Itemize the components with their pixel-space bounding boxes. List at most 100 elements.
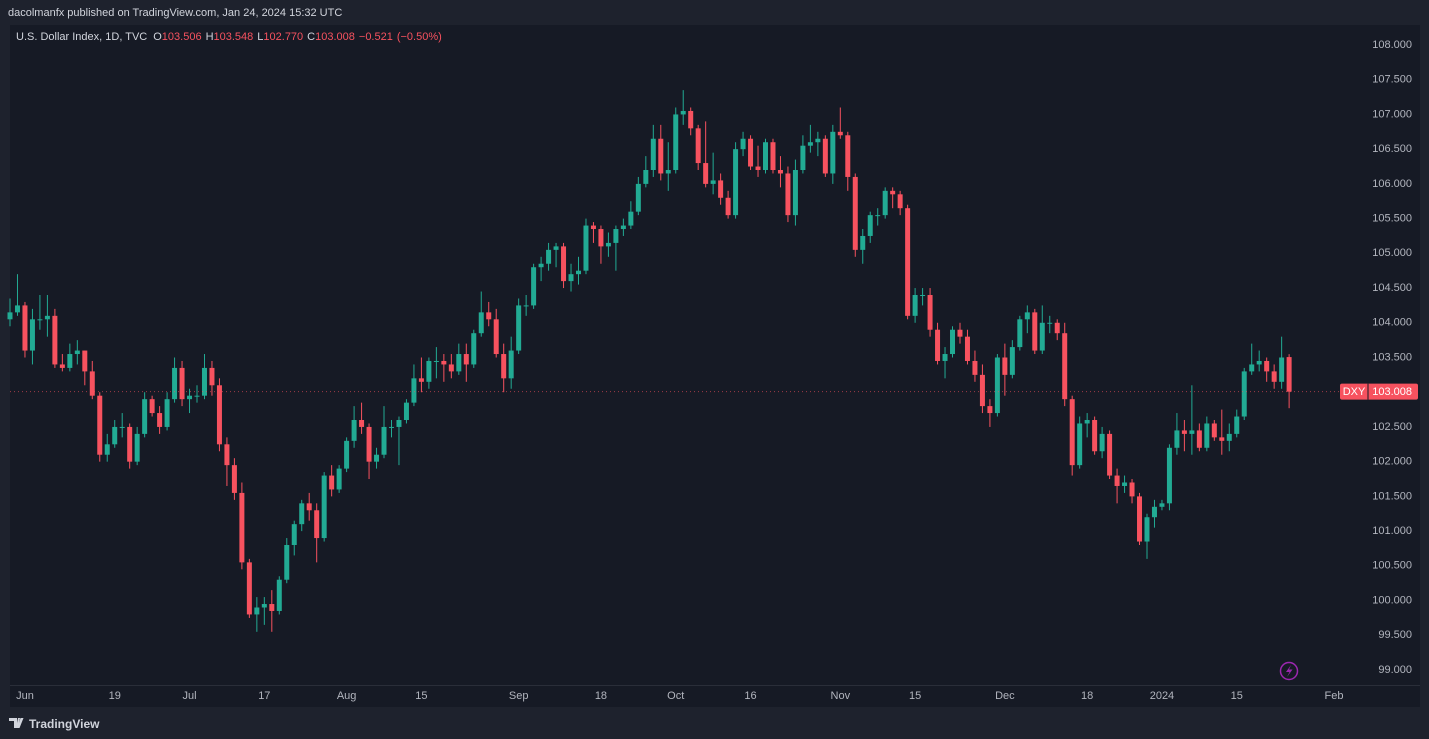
candle-body: [583, 225, 589, 271]
candle-body: [1151, 506, 1157, 518]
candle-body: [680, 110, 686, 115]
candle-body: [561, 246, 567, 282]
candle-body: [822, 138, 828, 174]
candle-body: [201, 367, 207, 396]
brand-logo: [9, 718, 24, 728]
candle-body: [403, 402, 409, 420]
x-tick-label: 15: [1231, 690, 1243, 702]
candle-body: [590, 225, 596, 230]
candle-body: [1039, 322, 1045, 351]
candle-body: [246, 562, 252, 615]
y-tick-label: 105.000: [1372, 247, 1412, 259]
candle-body: [897, 194, 903, 209]
candle-body: [493, 319, 499, 355]
candle-body: [456, 354, 462, 372]
y-tick-label: 105.500: [1372, 213, 1412, 225]
candle-body: [119, 426, 125, 428]
replay-icon[interactable]: [1279, 661, 1299, 681]
candle-body: [231, 465, 237, 493]
candle-body: [7, 312, 13, 320]
y-tick-label: 101.000: [1372, 525, 1412, 537]
legend-value: 103.506: [161, 31, 202, 43]
candle-body: [194, 395, 200, 397]
candle-body: [351, 420, 357, 441]
candle-body: [52, 315, 58, 365]
candle-body: [74, 350, 80, 355]
candle-body: [1062, 333, 1068, 400]
candle-body: [441, 360, 447, 365]
candle-body: [142, 399, 148, 434]
candle-body: [531, 267, 537, 306]
x-tick-label: 15: [909, 690, 921, 702]
x-tick-label: Jun: [16, 690, 34, 702]
candle-body: [1077, 423, 1083, 466]
candle-body: [1226, 433, 1232, 441]
candle-body: [329, 475, 335, 490]
candle-body: [179, 367, 185, 400]
x-tick-label: 17: [258, 690, 270, 702]
candle-body: [388, 426, 394, 428]
candle-body: [1211, 423, 1217, 438]
candle-body: [104, 444, 110, 455]
candle-body: [1024, 312, 1030, 320]
candle-body: [82, 350, 88, 372]
candle-body: [261, 604, 267, 608]
candle-body: [538, 263, 544, 268]
candle-body: [964, 336, 970, 361]
candle-body: [224, 444, 230, 466]
candle-body: [344, 440, 350, 469]
candle-body: [740, 138, 746, 150]
candle-body: [792, 170, 798, 216]
y-tick-label: 100.000: [1372, 594, 1412, 606]
y-tick-label: 104.500: [1372, 282, 1412, 294]
candle-body: [867, 215, 873, 236]
candle-body: [471, 333, 477, 365]
candle-body: [291, 524, 297, 545]
candle-body: [97, 395, 103, 455]
candle-body: [112, 426, 118, 445]
legend-value: 102.770: [263, 31, 304, 43]
x-tick-label: Nov: [831, 690, 851, 702]
candle-body: [1204, 423, 1210, 448]
candle-body: [1189, 430, 1195, 434]
x-tick-label: Oct: [667, 690, 684, 702]
candle-body: [418, 378, 424, 382]
candle-body: [37, 319, 43, 321]
candle-body: [1092, 420, 1098, 452]
candle-body: [187, 395, 193, 400]
candle-body: [1271, 371, 1277, 382]
candle-body: [755, 166, 761, 170]
candle-body: [815, 138, 821, 143]
y-tick-label: 107.000: [1372, 108, 1412, 120]
candle-body: [164, 399, 170, 427]
candle-body: [635, 183, 641, 212]
legend-letter: C: [307, 31, 316, 43]
replay-bolt: [1286, 665, 1293, 677]
x-tick-label: 19: [109, 690, 121, 702]
candle-body: [1144, 517, 1150, 542]
price-tag: [1340, 383, 1418, 400]
price-tag-symbol: DXY: [1343, 386, 1366, 398]
candle-body: [463, 354, 469, 365]
candle-body: [149, 399, 155, 414]
candle-body: [800, 145, 806, 170]
x-tick-label: 18: [595, 690, 607, 702]
candle-body: [605, 242, 611, 247]
candle-body: [777, 170, 783, 174]
y-tick-label: 106.000: [1372, 178, 1412, 190]
candle-body: [613, 229, 619, 243]
candle-body: [501, 354, 507, 379]
candle-body: [1009, 347, 1015, 375]
legend-header: U.S. Dollar Index, 1D, TVC O 103.506 H 103.5…: [16, 31, 442, 43]
x-tick-label: 16: [744, 690, 756, 702]
candle-body: [979, 374, 985, 407]
candle-body: [920, 295, 926, 296]
candle-body: [553, 246, 559, 250]
candle-body: [882, 190, 888, 216]
y-tick-label: 99.500: [1378, 629, 1412, 641]
candle-body: [1107, 433, 1113, 476]
candle-body: [269, 604, 275, 611]
candle-body: [22, 305, 28, 351]
legend-value: 103.548: [213, 31, 254, 43]
